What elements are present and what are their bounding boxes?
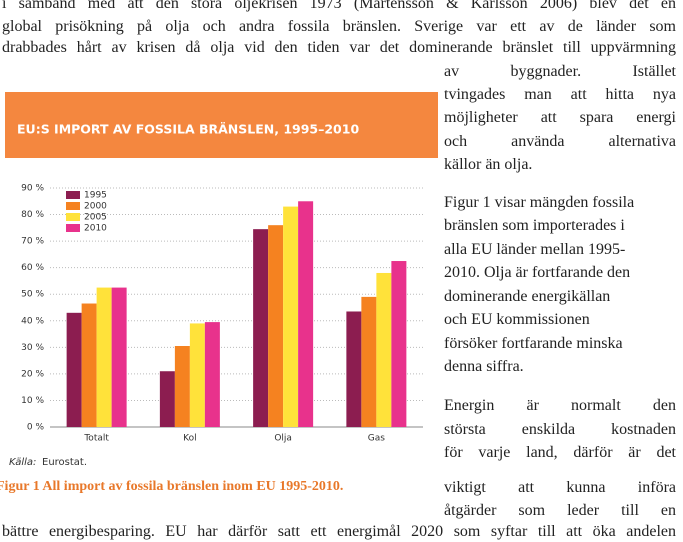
bar [174, 346, 190, 427]
bar [81, 303, 97, 427]
bar [96, 287, 112, 427]
text-line: drabbades hårt av krisen då olja vid den… [2, 39, 676, 56]
y-tick-label: 40 % [21, 316, 44, 326]
legend-label: 1995 [84, 191, 107, 201]
legend-swatch [66, 213, 80, 221]
text-line: och använda alternativa [444, 133, 676, 150]
bar [268, 225, 284, 427]
y-tick-label: 0 % [27, 423, 45, 433]
bar [298, 201, 314, 427]
text-line: största enskilda kostnaden [444, 421, 676, 438]
x-tick-label: Gas [368, 434, 385, 444]
text-line: och EU kommissionen [444, 311, 590, 328]
text-line: åtgärder som leder till en [444, 502, 676, 519]
bar [376, 272, 392, 427]
y-tick-label: 70 % [21, 237, 44, 247]
x-tick-label: Kol [183, 434, 196, 444]
text-line: bättre energibesparing. EU har därför sa… [2, 523, 676, 540]
text-line: viktigt att kunna införa [444, 479, 676, 496]
text-line: dominerande energikällan [444, 288, 611, 305]
text-line: källor än olja. [444, 156, 533, 173]
y-tick-label: 30 % [21, 343, 44, 353]
figure-caption: Figur 1 All import av fossila bränslen i… [0, 479, 344, 494]
text-line: för varje land, därför är det [444, 444, 676, 461]
bar [346, 311, 362, 427]
y-tick-label: 50 % [21, 290, 44, 300]
bar [204, 322, 220, 427]
y-tick-label: 90 % [21, 184, 44, 194]
legend-swatch [66, 224, 80, 232]
chart-title: EU:S IMPORT AV FOSSILA BRÄNSLEN, 1995–20… [17, 122, 359, 137]
y-tick-label: 60 % [21, 263, 44, 273]
text-line: av byggnader. Istället [444, 63, 676, 80]
text-line: alla EU länder mellan 1995- [444, 241, 626, 258]
text-line: denna siffra. [444, 358, 524, 375]
y-tick-label: 20 % [21, 369, 44, 379]
bar [189, 323, 205, 427]
bar [361, 296, 377, 427]
legend-swatch [66, 202, 80, 210]
y-tick-label: 10 % [21, 396, 44, 406]
legend-label: 2010 [84, 224, 107, 234]
text-line: 2010. Olja är fortfarande den [444, 264, 631, 281]
text-line: försöker fortfarande minska [444, 335, 623, 352]
bar [391, 261, 407, 427]
legend-swatch [66, 191, 80, 199]
bar [253, 229, 269, 427]
source: Eurostat. [42, 457, 87, 468]
legend-label: 2000 [84, 202, 107, 212]
bar [66, 312, 82, 427]
text-line: i samband med att den stora oljekrisen 1… [2, 0, 676, 12]
x-tick-label: Olja [274, 434, 292, 444]
chart: EU:S IMPORT AV FOSSILA BRÄNSLEN, 1995–20… [5, 92, 438, 468]
text-line: bränslen som importerades i [444, 217, 625, 234]
text-line: tvingades man att hitta nya [444, 86, 676, 103]
text-line: Figur 1 visar mängden fossila [444, 194, 635, 211]
legend-label: 2005 [84, 213, 107, 223]
text-line: global prisökning på olja och andra foss… [2, 18, 676, 35]
title-band [5, 92, 438, 158]
bar [111, 287, 127, 427]
y-tick-label: 80 % [21, 210, 44, 220]
x-tick-label: Totalt [83, 434, 109, 444]
text-line: möjligheter att spara energi [444, 109, 676, 126]
bar [159, 371, 175, 427]
text-line: Energin är normalt den [444, 397, 676, 414]
source-label: Källa: [9, 457, 36, 468]
bar [283, 206, 299, 427]
